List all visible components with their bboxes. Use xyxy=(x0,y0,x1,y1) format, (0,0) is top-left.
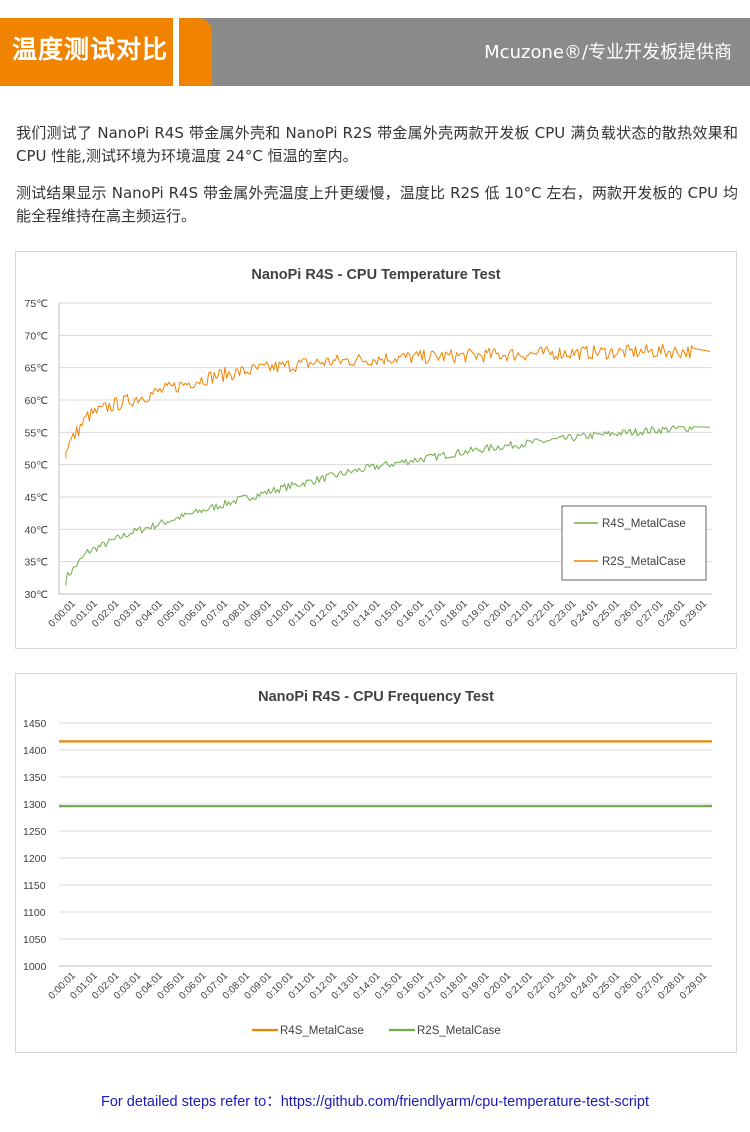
chart-title: NanoPi R4S - CPU Frequency Test xyxy=(258,689,494,705)
y-tick-label: 65℃ xyxy=(25,363,49,375)
y-tick-label: 70℃ xyxy=(25,330,49,342)
intro-paragraph-1: 我们测试了 NanoPi R4S 带金属外壳和 NanoPi R2S 带金属外壳… xyxy=(16,124,738,165)
y-tick-label: 35℃ xyxy=(25,557,49,569)
y-tick-label: 40℃ xyxy=(25,524,49,536)
y-tick-label: 60℃ xyxy=(25,395,49,407)
y-tick-label: 50℃ xyxy=(25,460,49,472)
chart-title: NanoPi R4S - CPU Temperature Test xyxy=(251,267,500,283)
frequency-chart: NanoPi R4S - CPU Frequency Test 1000 1050 1… xyxy=(15,673,737,1053)
header-divider xyxy=(173,16,179,88)
y-tick-label: 1250 xyxy=(23,826,47,838)
y-tick-label: 1000 xyxy=(23,961,47,973)
y-tick-label: 1100 xyxy=(23,907,46,919)
y-tick-label: 1200 xyxy=(23,853,47,865)
y-tick-label: 55℃ xyxy=(25,427,49,439)
series-line-R4S_MetalCase xyxy=(65,425,711,586)
y-tick-label: 75℃ xyxy=(25,298,49,310)
legend-label: R4S_MetalCase xyxy=(280,1025,364,1037)
y-tick-label: 1450 xyxy=(23,718,47,730)
series-line-R2S_MetalCase xyxy=(65,343,711,459)
y-tick-label: 1150 xyxy=(23,880,46,892)
legend-label: R2S_MetalCase xyxy=(602,556,686,568)
page-title: 温度测试对比 xyxy=(12,35,169,64)
y-tick-label: 1400 xyxy=(23,745,47,757)
temperature-chart: NanoPi R4S - CPU Temperature Test 30℃ 35℃ 4… xyxy=(15,251,737,649)
page-header: 温度测试对比 Mcuzone®/专业开发板提供商 xyxy=(0,16,750,88)
y-tick-label: 30℃ xyxy=(25,589,49,601)
legend-label: R4S_MetalCase xyxy=(602,518,686,530)
y-tick-label: 45℃ xyxy=(25,492,49,504)
intro-paragraph-2: 测试结果显示 NanoPi R4S 带金属外壳温度上升更缓慢，温度比 R2S 低… xyxy=(16,184,738,225)
y-tick-label: 1050 xyxy=(23,934,47,946)
y-tick-label: 1300 xyxy=(23,799,47,811)
temperature-chart-svg: NanoPi R4S - CPU Temperature Test 30℃ 35℃ 4… xyxy=(25,267,712,630)
footer-link-text[interactable]: For detailed steps refer to：https://gith… xyxy=(101,1094,649,1110)
brand-text: Mcuzone®/专业开发板提供商 xyxy=(484,42,732,63)
frequency-chart-svg: NanoPi R4S - CPU Frequency Test 1000 1050 1… xyxy=(23,689,713,1037)
y-tick-label: 1350 xyxy=(23,772,47,784)
legend-label: R2S_MetalCase xyxy=(417,1025,501,1037)
legend-box xyxy=(561,505,707,581)
